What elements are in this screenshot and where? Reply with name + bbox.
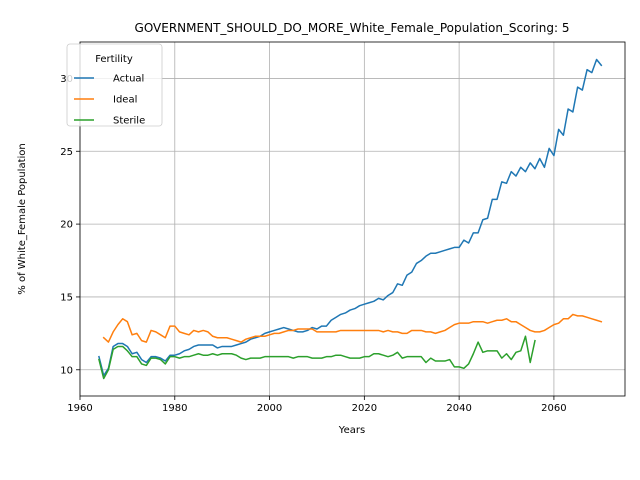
y-axis-title: % of White_Female Population bbox=[17, 143, 28, 294]
y-tick-label: 25 bbox=[60, 147, 73, 158]
series-lines bbox=[98, 58, 603, 380]
chart-title: GOVERNMENT_SHOULD_DO_MORE_White_Female_P… bbox=[135, 21, 570, 35]
legend-entries: Actual Ideal Sterile bbox=[74, 74, 145, 127]
legend: Fertility Actual Ideal Sterile bbox=[66, 43, 163, 127]
plot-frame bbox=[79, 41, 626, 397]
series-line-ideal bbox=[102, 313, 603, 343]
series-line-sterile bbox=[98, 335, 536, 380]
legend-box bbox=[66, 43, 163, 127]
x-tick-label: 2000 bbox=[257, 403, 282, 414]
legend-label-actual: Actual bbox=[113, 74, 144, 85]
y-tick-label: 20 bbox=[60, 220, 73, 231]
x-tick-label: 2060 bbox=[541, 403, 566, 414]
legend-label-ideal: Ideal bbox=[113, 95, 137, 106]
y-tick-label: 15 bbox=[60, 292, 73, 303]
series-line-actual bbox=[98, 58, 603, 377]
x-tick-label: 2040 bbox=[446, 403, 471, 414]
legend-title: Fertility bbox=[95, 54, 133, 65]
x-tick-label: 1960 bbox=[67, 403, 92, 414]
x-tick-label: 1980 bbox=[162, 403, 187, 414]
x-tick-label: 2020 bbox=[352, 403, 377, 414]
x-axis-title: Years bbox=[338, 425, 365, 436]
grid bbox=[79, 42, 625, 396]
legend-label-sterile: Sterile bbox=[113, 116, 145, 127]
y-tick-label: 10 bbox=[60, 365, 73, 376]
